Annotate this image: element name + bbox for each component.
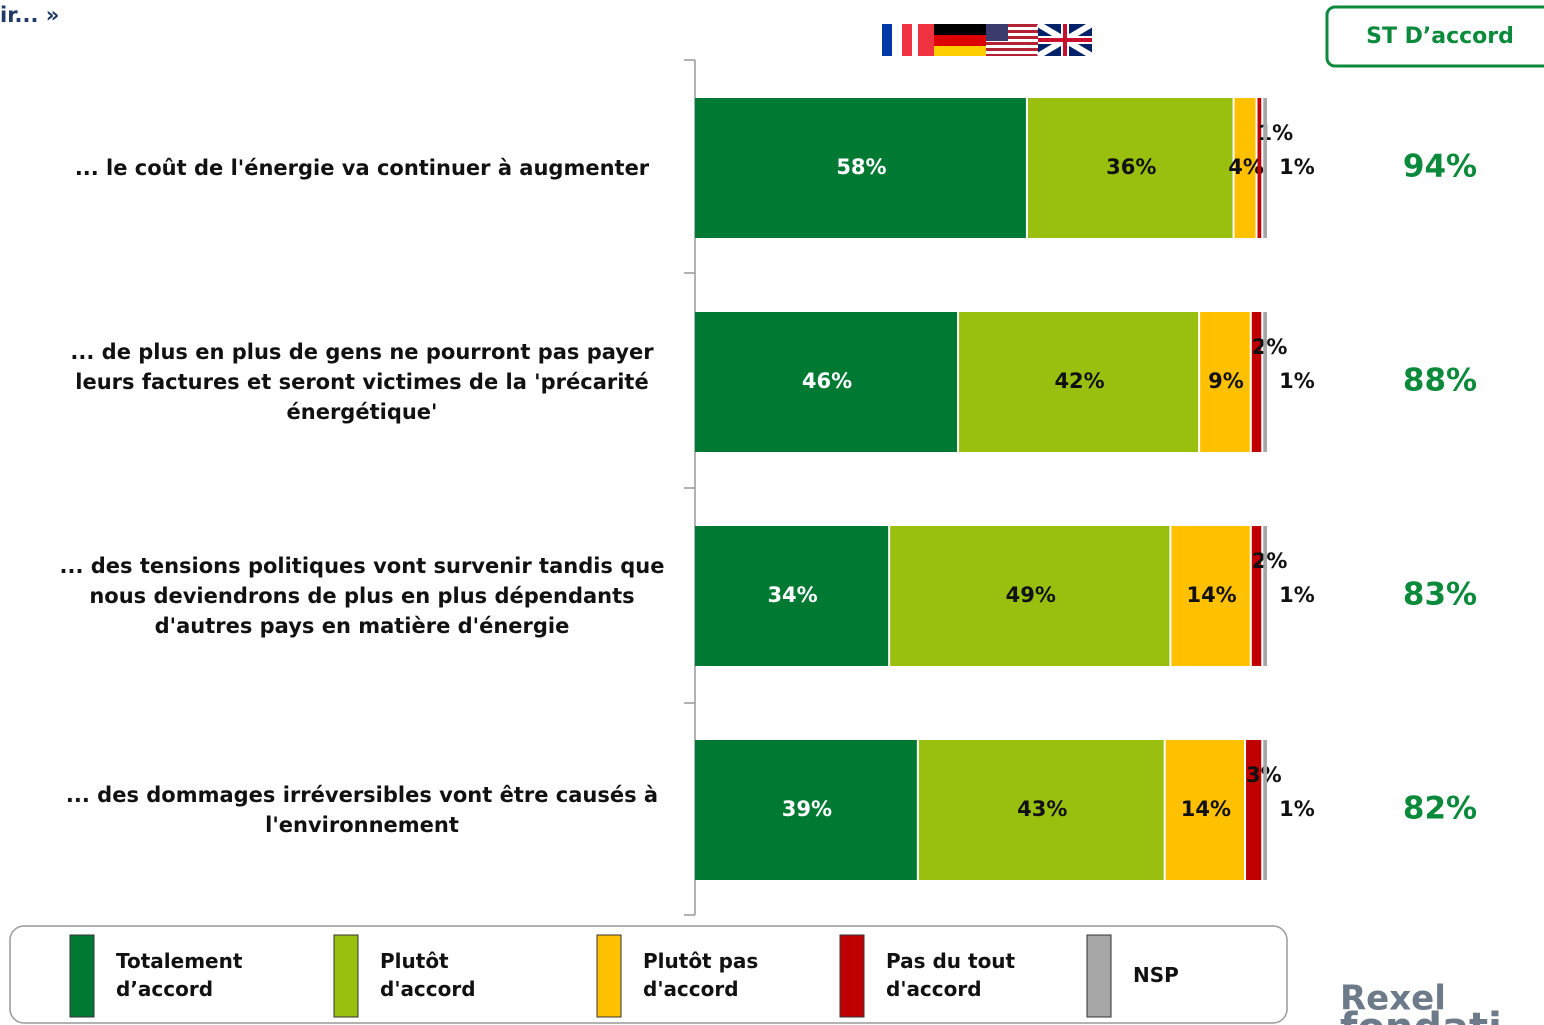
bar-segment — [890, 526, 1170, 666]
data-label: 36% — [1106, 155, 1156, 179]
logo-text: fondati — [1340, 1005, 1502, 1025]
legend-label: Pas du tout d'accord — [886, 949, 1016, 1001]
data-label: 49% — [1006, 583, 1056, 607]
bar-segment — [1200, 312, 1250, 452]
legend-swatch — [596, 934, 622, 1018]
bar-segment — [1263, 740, 1267, 880]
bar-segment — [695, 740, 917, 880]
data-label: 2% — [1252, 335, 1288, 359]
chart-title: ir... » — [0, 3, 59, 27]
bar-segment — [695, 98, 1026, 238]
bar-segment — [695, 312, 958, 452]
bar-segment — [959, 312, 1199, 452]
category-label: ... des dommages irréversibles vont être… — [65, 783, 659, 837]
bar-segment — [1251, 312, 1262, 452]
legend-swatch — [1086, 934, 1112, 1018]
category-label: ... des tensions politiques vont surveni… — [59, 554, 665, 638]
legend-swatch — [839, 934, 865, 1018]
data-label: 46% — [802, 369, 852, 393]
summary-value: 88% — [1403, 363, 1477, 399]
flags — [882, 21, 1094, 59]
bar-segment — [1263, 312, 1267, 452]
data-label: 1% — [1279, 369, 1315, 393]
bar-segment — [1263, 526, 1267, 666]
legend-swatch — [69, 934, 95, 1018]
logo-text: Rexel — [1340, 979, 1446, 1019]
legend-label: Totalement d’accord — [116, 949, 243, 1001]
summary-value: 82% — [1403, 791, 1477, 827]
data-label: 14% — [1181, 797, 1231, 821]
bar-segment — [1171, 526, 1250, 666]
data-label: 39% — [782, 797, 832, 821]
data-label: 9% — [1208, 369, 1244, 393]
data-label: 1% — [1279, 797, 1315, 821]
category-axis — [684, 59, 696, 916]
bar-segment — [1234, 98, 1256, 238]
legend-box — [9, 925, 1288, 1024]
summary-value: 94% — [1403, 149, 1477, 185]
bar-segment — [695, 526, 889, 666]
legend-label: Plutôt pas d'accord — [643, 949, 759, 1001]
bar-segment — [918, 740, 1164, 880]
bar-segment — [1257, 98, 1262, 238]
bar-segment — [1027, 98, 1233, 238]
data-label: 43% — [1017, 797, 1067, 821]
legend-swatch — [333, 934, 359, 1018]
bar-segment — [1251, 526, 1262, 666]
data-label: 58% — [836, 155, 886, 179]
data-label: 1% — [1258, 121, 1294, 145]
summary-value: 83% — [1403, 577, 1477, 613]
data-label: 34% — [767, 583, 817, 607]
category-label: ... le coût de l'énergie va continuer à … — [74, 156, 650, 180]
legend-label: Plutôt d'accord — [380, 949, 476, 1001]
data-label: 1% — [1279, 155, 1315, 179]
category-label: ... de plus en plus de gens ne pourront … — [70, 340, 654, 424]
data-label: 2% — [1252, 549, 1288, 573]
summary-header-box — [1325, 5, 1544, 68]
legend-label: NSP — [1133, 963, 1179, 987]
bar-segment — [1165, 740, 1245, 880]
bar-segment — [1246, 740, 1262, 880]
data-label: 1% — [1279, 583, 1315, 607]
data-label: 14% — [1186, 583, 1236, 607]
data-label: 42% — [1054, 369, 1104, 393]
summary-header: ST D’accord — [1366, 24, 1514, 49]
bar-segment — [1263, 98, 1267, 238]
